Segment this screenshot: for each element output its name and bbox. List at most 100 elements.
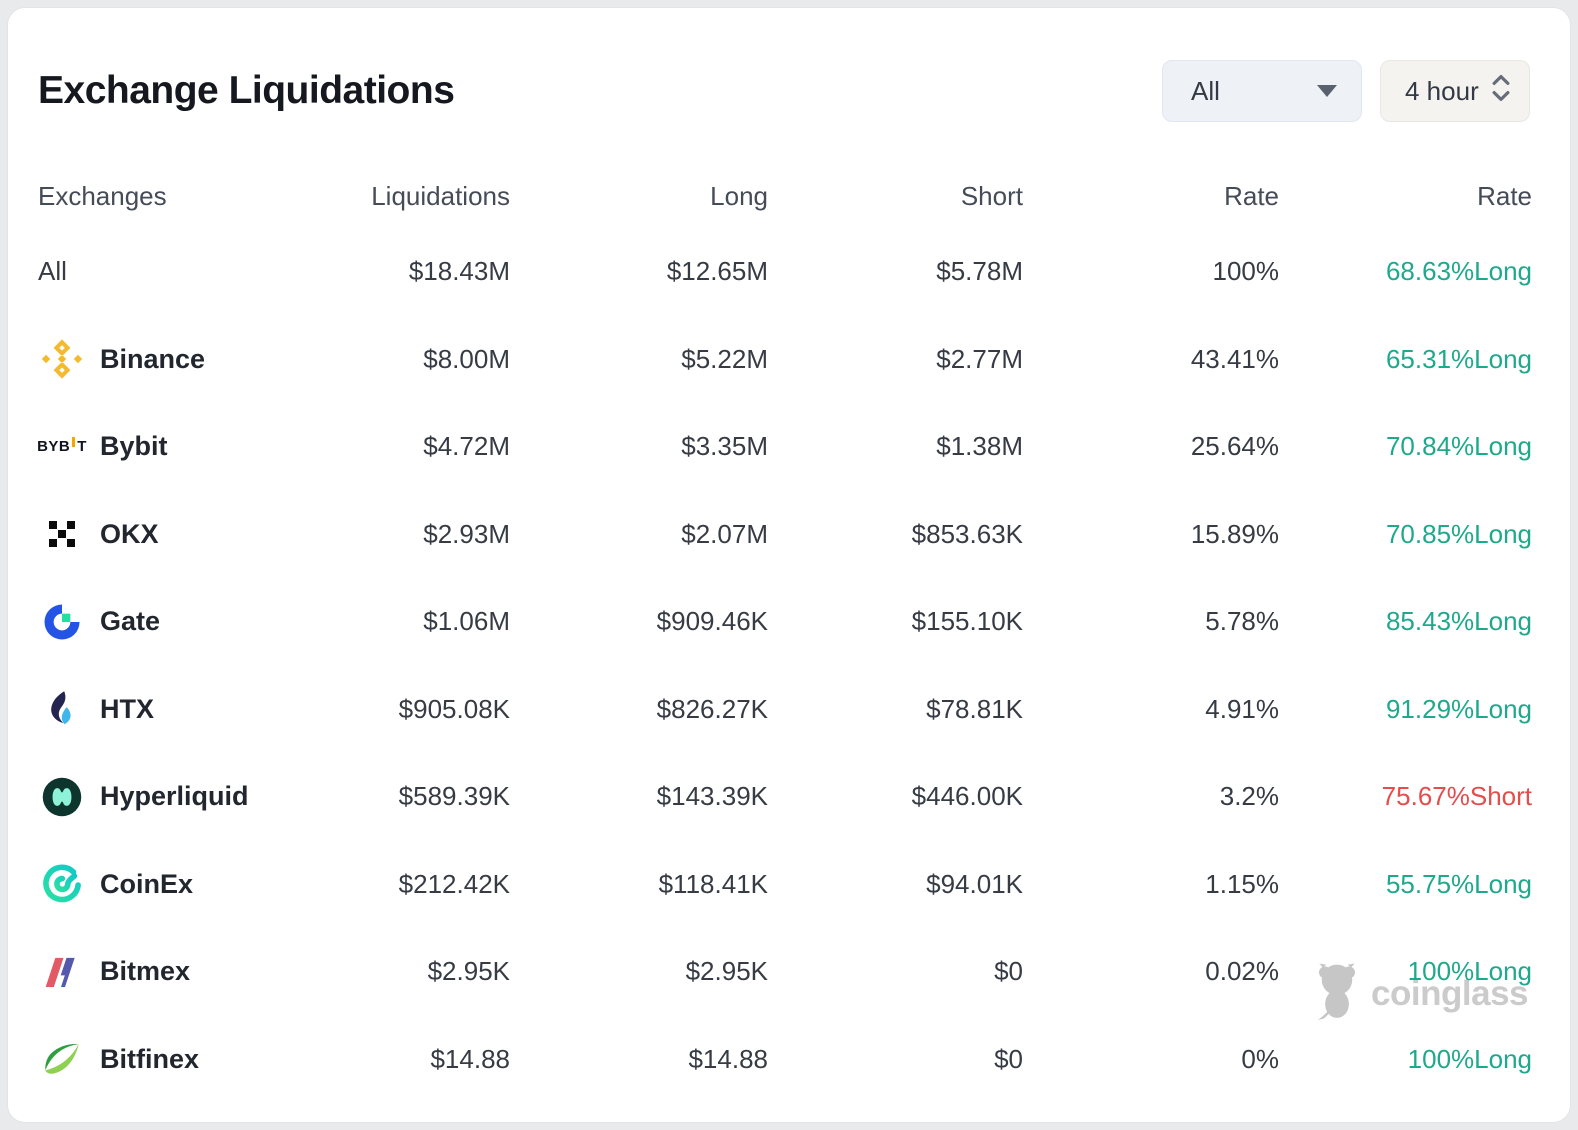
- htx-icon: [38, 690, 86, 728]
- liquidations-value: $4.72M: [423, 431, 510, 462]
- short-value: $0: [994, 1043, 1023, 1074]
- exchange-filter-value: All: [1191, 75, 1220, 106]
- table-row-bitfinex[interactable]: Bitfinex $14.88 $14.88 $0 0% 100%Long: [38, 1016, 1532, 1104]
- table-row-okx[interactable]: OKX $2.93M $2.07M $853.63K 15.89% 70.85%…: [38, 491, 1532, 579]
- long-short-rate-value: 68.63%Long: [1385, 256, 1532, 287]
- filter-controls: All 4 hour: [1162, 60, 1530, 122]
- gate-icon: [38, 602, 86, 642]
- exchange-filter-select[interactable]: All: [1162, 60, 1362, 122]
- exchange-name: Hyperliquid: [100, 781, 249, 812]
- long-short-rate-value: 91.29%Long: [1385, 693, 1532, 724]
- col-header-rate: Rate: [1224, 180, 1279, 211]
- long-value: $143.39K: [656, 781, 768, 812]
- exchange-cell: HTX: [38, 690, 303, 728]
- short-value: $5.78M: [936, 256, 1023, 287]
- exchange-cell: Bitfinex: [38, 1038, 303, 1080]
- table-row-bybit[interactable]: BYB T Bybit $4.72M $3.35M $1.38M 25.64% 7…: [37, 403, 1532, 491]
- rate-value: 15.89%: [1190, 518, 1279, 549]
- long-short-rate-value: 70.84%Long: [1385, 431, 1532, 462]
- rate-value: 0.02%: [1205, 956, 1279, 987]
- short-value: $155.10K: [911, 606, 1023, 637]
- sort-arrows-icon: [1489, 72, 1513, 111]
- short-value: $0: [994, 956, 1023, 987]
- bybit-icon: BYB T: [37, 437, 87, 456]
- long-short-rate-value: 75.67%Short: [1381, 781, 1532, 812]
- liquidations-value: $212.42K: [398, 868, 510, 899]
- exchange-cell: Binance: [38, 337, 303, 381]
- long-value: $2.95K: [685, 956, 768, 987]
- exchange-name: Bitfinex: [100, 1043, 200, 1074]
- liquidations-table: Exchanges Liquidations Long Short Rate R…: [37, 164, 1532, 1104]
- rate-value: 0%: [1241, 1043, 1279, 1074]
- rate-value: 43.41%: [1190, 343, 1279, 374]
- hyperliquid-icon: [38, 776, 86, 818]
- long-value: $3.35M: [681, 431, 768, 462]
- short-value: $2.77M: [936, 343, 1023, 374]
- exchange-cell: Bitmex: [38, 952, 303, 992]
- long-value: $14.88: [688, 1043, 768, 1074]
- exchange-cell: Gate: [38, 602, 303, 642]
- rate-value: 100%: [1212, 256, 1280, 287]
- liquidations-value: $905.08K: [398, 693, 510, 724]
- interval-value: 4 hour: [1405, 75, 1479, 106]
- exchange-cell: BYB T Bybit: [37, 431, 303, 462]
- okx-icon: [38, 519, 86, 549]
- long-value: $12.65M: [666, 256, 768, 287]
- liquidations-value: $2.93M: [423, 518, 510, 549]
- coinex-icon: [38, 863, 86, 905]
- rate-value: 5.78%: [1205, 606, 1279, 637]
- exchange-name: HTX: [100, 693, 154, 724]
- long-value: $5.22M: [681, 343, 768, 374]
- short-value: $1.38M: [936, 431, 1023, 462]
- exchange-name: Binance: [100, 343, 206, 374]
- liquidations-value: $2.95K: [427, 956, 510, 987]
- long-value: $2.07M: [681, 518, 768, 549]
- long-short-rate-value: 70.85%Long: [1385, 518, 1532, 549]
- rate-value: 1.15%: [1205, 868, 1279, 899]
- exchange-name: Bybit: [100, 431, 168, 462]
- table-row-binance[interactable]: Binance $8.00M $5.22M $2.77M 43.41% 65.3…: [38, 316, 1532, 404]
- table-row-gate[interactable]: Gate $1.06M $909.46K $155.10K 5.78% 85.4…: [38, 578, 1532, 666]
- long-short-rate-value: 65.31%Long: [1385, 343, 1532, 374]
- rate-value: 3.2%: [1219, 781, 1279, 812]
- exchange-name: All: [38, 256, 67, 287]
- short-value: $94.01K: [926, 868, 1023, 899]
- page-title: Exchange Liquidations: [38, 69, 455, 112]
- exchange-name: CoinEx: [100, 868, 194, 899]
- header-bar: Exchange Liquidations All 4 hour: [38, 60, 1530, 122]
- exchange-cell: CoinEx: [38, 863, 303, 905]
- col-header-exchanges: Exchanges: [38, 180, 167, 211]
- exchange-cell: Hyperliquid: [38, 776, 303, 818]
- short-value: $78.81K: [926, 693, 1023, 724]
- liquidations-value: $18.43M: [408, 256, 510, 287]
- bitfinex-icon: [38, 1038, 86, 1080]
- table-row-coinex[interactable]: CoinEx $212.42K $118.41K $94.01K 1.15% 5…: [38, 841, 1532, 929]
- short-value: $446.00K: [911, 781, 1023, 812]
- long-value: $118.41K: [658, 868, 768, 899]
- exchange-name: Gate: [100, 606, 161, 637]
- interval-select[interactable]: 4 hour: [1380, 60, 1530, 122]
- table-row-htx[interactable]: HTX $905.08K $826.27K $78.81K 4.91% 91.2…: [38, 666, 1532, 754]
- col-header-short: Short: [960, 180, 1023, 211]
- long-value: $909.46K: [656, 606, 768, 637]
- table-header-row: Exchanges Liquidations Long Short Rate R…: [38, 164, 1532, 228]
- table-row-hyperliquid[interactable]: Hyperliquid $589.39K $143.39K $446.00K 3…: [38, 753, 1532, 841]
- binance-icon: [38, 337, 86, 381]
- table-row-all[interactable]: All $18.43M $12.65M $5.78M 100% 68.63%Lo…: [38, 228, 1532, 316]
- table-row-bitmex[interactable]: Bitmex $2.95K $2.95K $0 0.02% 100%Long: [38, 928, 1532, 1016]
- long-value: $826.27K: [656, 693, 768, 724]
- exchange-name: OKX: [100, 518, 159, 549]
- liquidations-value: $589.39K: [398, 781, 510, 812]
- exchange-cell: OKX: [38, 519, 303, 550]
- table-body: All $18.43M $12.65M $5.78M 100% 68.63%Lo…: [37, 228, 1532, 1104]
- bitmex-icon: [38, 952, 86, 992]
- exchange-name: Bitmex: [100, 956, 191, 987]
- short-value: $853.63K: [911, 518, 1023, 549]
- liquidations-value: $8.00M: [423, 343, 510, 374]
- long-short-rate-value: 100%Long: [1407, 956, 1532, 987]
- rate-value: 4.91%: [1205, 693, 1279, 724]
- long-short-rate-value: 55.75%Long: [1385, 868, 1532, 899]
- col-header-long-short-rate: Rate: [1477, 180, 1532, 211]
- liquidations-value: $1.06M: [423, 606, 510, 637]
- col-header-liquidations: Liquidations: [371, 180, 510, 211]
